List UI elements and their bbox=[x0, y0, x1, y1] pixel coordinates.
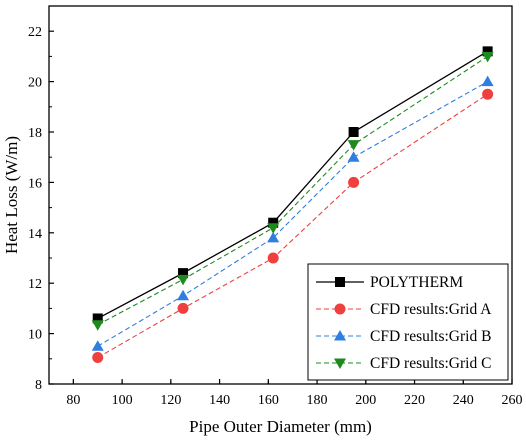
y-tick-label: 22 bbox=[28, 25, 42, 40]
legend-label: CFD results:Grid B bbox=[370, 328, 491, 345]
y-tick-label: 20 bbox=[28, 76, 42, 91]
x-axis-label: Pipe Outer Diameter (mm) bbox=[189, 417, 372, 436]
data-point bbox=[347, 140, 360, 151]
data-point bbox=[482, 46, 493, 57]
data-point bbox=[347, 151, 360, 162]
x-tick-label: 220 bbox=[404, 393, 425, 408]
legend-item: CFD results:Grid C bbox=[316, 355, 491, 372]
y-axis-label: Heat Loss (W/m) bbox=[2, 136, 21, 254]
series-0 bbox=[92, 46, 493, 324]
data-point bbox=[267, 231, 280, 243]
data-point bbox=[91, 340, 104, 351]
legend-item: CFD results:Grid A bbox=[316, 301, 492, 318]
data-point bbox=[92, 352, 104, 364]
x-tick-label: 140 bbox=[209, 393, 230, 408]
series-1 bbox=[92, 88, 494, 364]
y-tick-label: 10 bbox=[28, 328, 42, 343]
x-tick-label: 260 bbox=[502, 393, 523, 408]
legend-label: POLYTHERM bbox=[370, 274, 463, 291]
x-tick-label: 180 bbox=[307, 393, 328, 408]
legend-item: POLYTHERM bbox=[316, 274, 463, 291]
y-tick-label: 18 bbox=[28, 126, 42, 141]
series-2 bbox=[91, 75, 494, 351]
x-tick-label: 120 bbox=[160, 393, 181, 408]
data-point bbox=[481, 51, 494, 63]
legend-marker bbox=[334, 303, 346, 315]
y-tick-label: 14 bbox=[28, 227, 42, 242]
legend-marker bbox=[334, 330, 346, 341]
x-tick-label: 240 bbox=[453, 393, 474, 408]
legend-marker bbox=[335, 277, 345, 287]
legend-item: CFD results:Grid B bbox=[316, 328, 491, 345]
x-tick-label: 80 bbox=[66, 393, 80, 408]
data-point bbox=[267, 223, 280, 234]
data-point bbox=[177, 274, 190, 286]
plot-area bbox=[48, 5, 513, 385]
data-point bbox=[177, 289, 190, 301]
legend-marker bbox=[334, 358, 346, 369]
data-point bbox=[482, 88, 494, 100]
data-point bbox=[481, 75, 494, 87]
data-point bbox=[91, 320, 104, 331]
series-line bbox=[97, 81, 488, 347]
data-point bbox=[348, 176, 360, 188]
data-point bbox=[178, 268, 189, 279]
y-tick-label: 12 bbox=[28, 277, 42, 292]
data-point bbox=[177, 302, 189, 314]
x-tick-label: 100 bbox=[112, 393, 133, 408]
x-tick-label: 160 bbox=[258, 393, 279, 408]
data-point bbox=[268, 217, 279, 228]
legend-label: CFD results:Grid A bbox=[370, 301, 492, 318]
y-tick-label: 16 bbox=[28, 176, 42, 191]
data-point bbox=[348, 127, 359, 137]
plot-frame bbox=[48, 5, 513, 385]
data-point bbox=[267, 252, 279, 264]
legend-label: CFD results:Grid C bbox=[370, 355, 491, 372]
x-tick-label: 200 bbox=[355, 393, 376, 408]
legend: POLYTHERM CFD results:Grid A CFD results:G… bbox=[307, 263, 509, 381]
series-group bbox=[91, 46, 494, 364]
y-tick-label: 8 bbox=[35, 378, 42, 393]
data-point bbox=[92, 313, 103, 324]
series-3 bbox=[91, 51, 494, 331]
axis-ticks: 80 100 120 140 160 180 200 220 240 260 8 10 12 14 16 18… bbox=[28, 5, 523, 408]
